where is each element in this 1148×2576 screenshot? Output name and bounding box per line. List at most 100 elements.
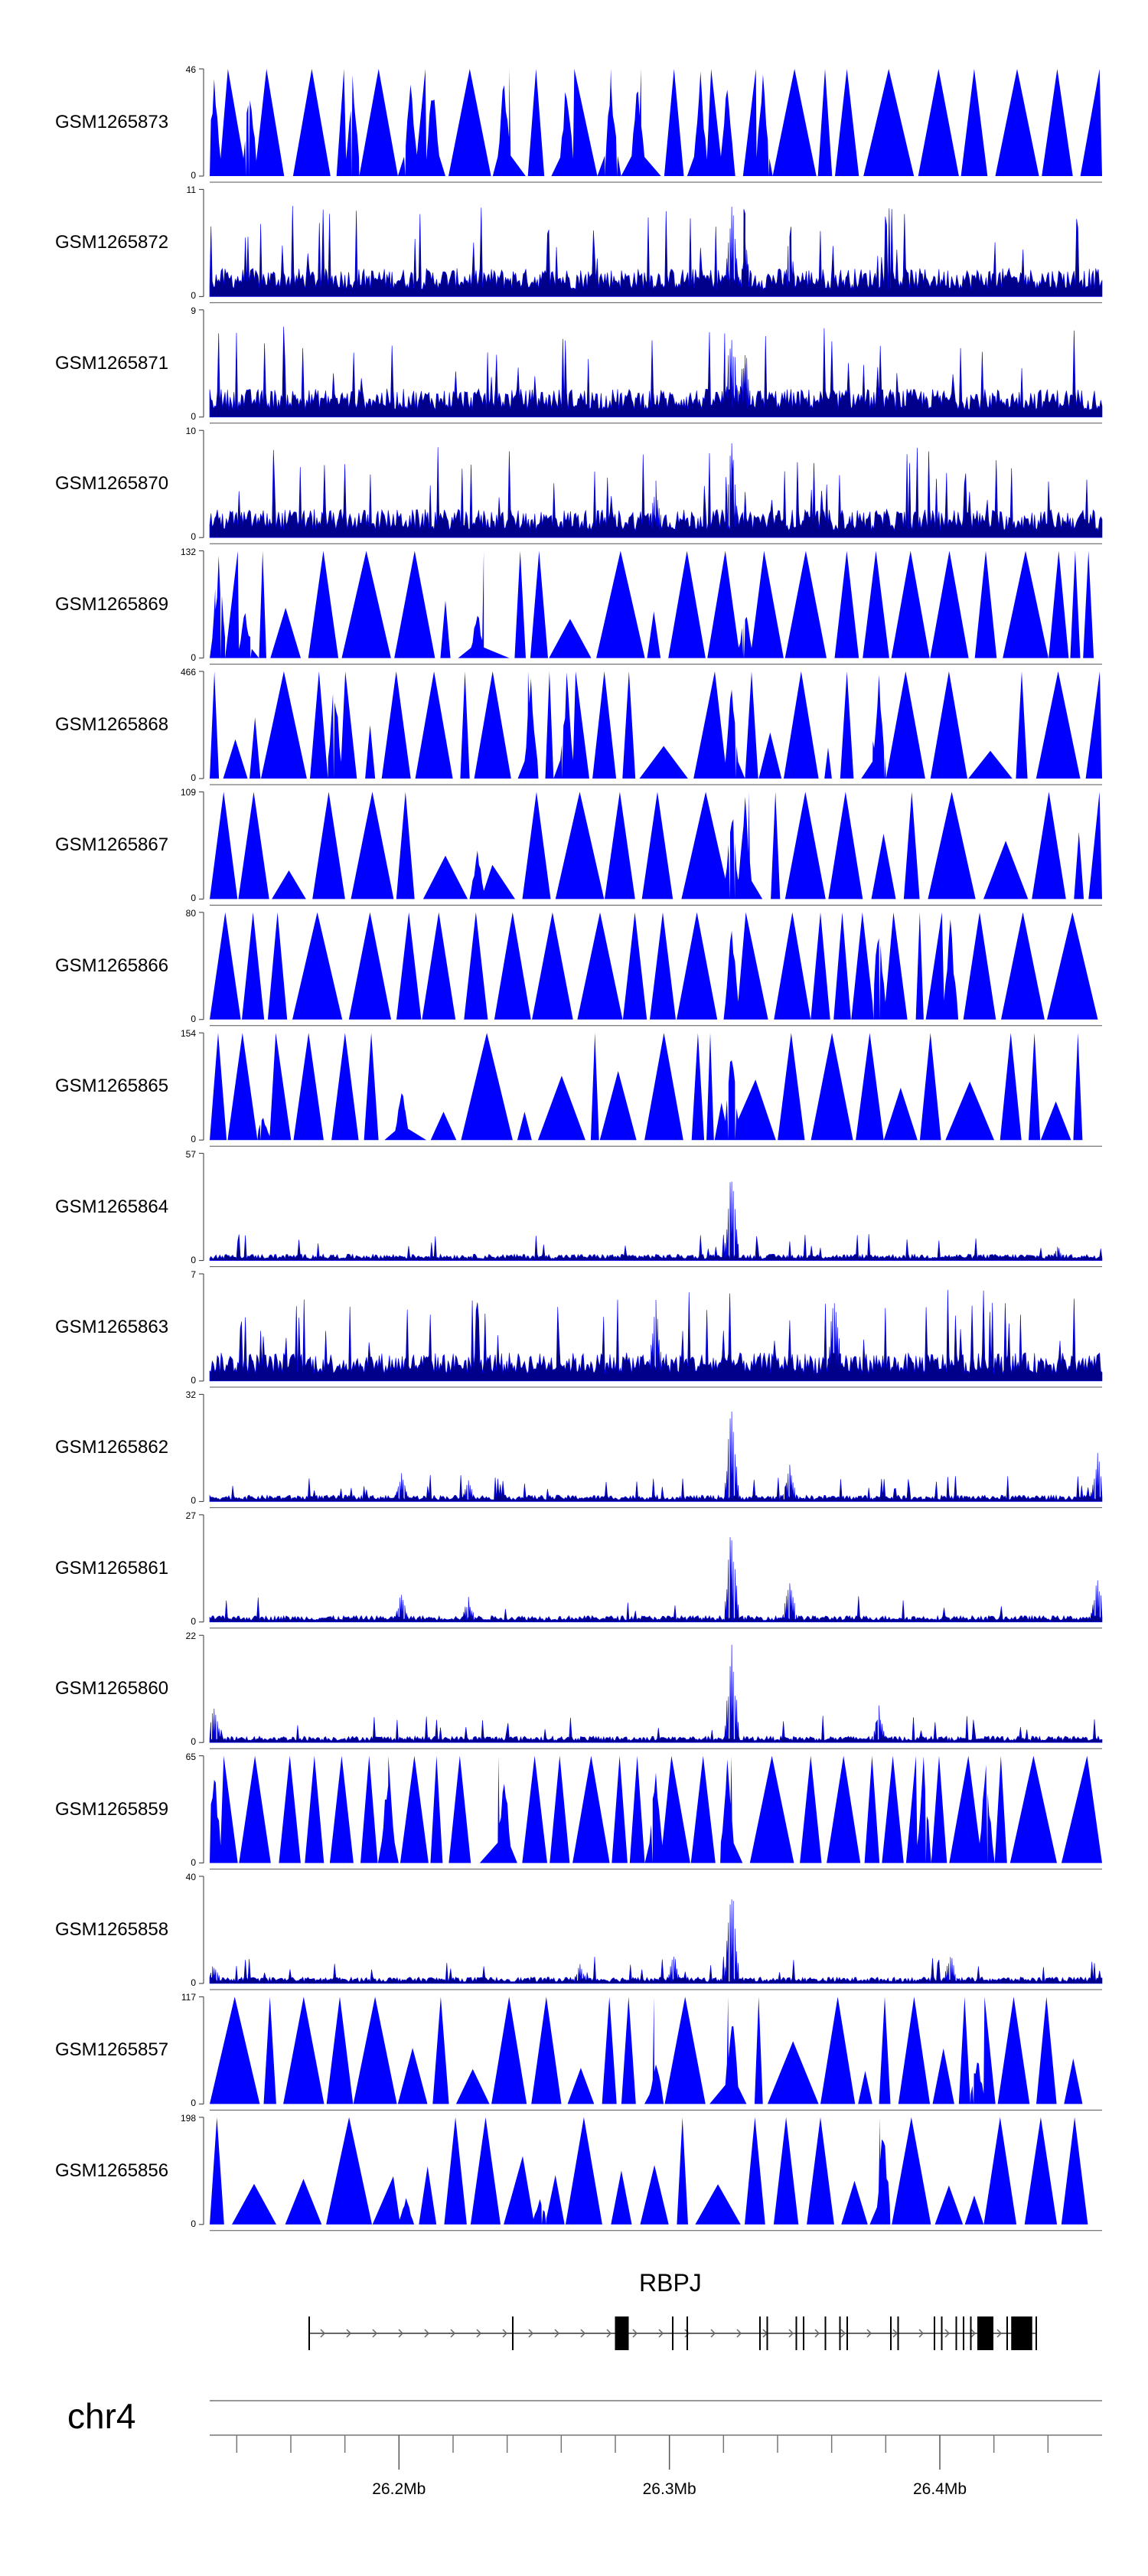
y-tick-min: 0 bbox=[191, 170, 196, 181]
coverage-area bbox=[209, 442, 1103, 538]
track-label: GSM1265864 bbox=[55, 1196, 169, 1217]
y-tick-max: 80 bbox=[185, 907, 196, 919]
y-tick-min: 0 bbox=[191, 1013, 196, 1024]
track-GSM1265869 bbox=[199, 550, 1119, 665]
coverage-area bbox=[210, 792, 1102, 899]
track-GSM1265873 bbox=[199, 68, 1102, 183]
genome-axis bbox=[210, 2400, 1102, 2470]
y-tick-max: 154 bbox=[180, 1028, 196, 1040]
strand-arrow bbox=[970, 2329, 977, 2338]
track-label: GSM1265868 bbox=[55, 714, 169, 735]
track-label: GSM1265858 bbox=[55, 1919, 169, 1940]
gene-exon bbox=[795, 2316, 797, 2350]
strand-arrow bbox=[398, 2329, 404, 2338]
axis-tick-label: 26.4Mb bbox=[912, 2480, 967, 2498]
y-tick-min: 0 bbox=[191, 290, 196, 302]
chromosome-label: chr4 bbox=[67, 2396, 136, 2436]
coverage-area bbox=[210, 671, 1102, 779]
y-tick-max: 109 bbox=[180, 787, 196, 798]
strand-arrow bbox=[424, 2329, 430, 2338]
track-label: GSM1265857 bbox=[55, 2039, 169, 2061]
strand-arrow bbox=[736, 2329, 742, 2338]
gene-exon bbox=[846, 2316, 848, 2350]
track-GSM1265870 bbox=[199, 429, 1103, 544]
gene-exon-thick bbox=[615, 2316, 629, 2350]
coverage-area bbox=[209, 1644, 1103, 1743]
track-label: GSM1265867 bbox=[55, 834, 169, 856]
coverage-area bbox=[209, 1899, 1103, 1984]
y-tick-min: 0 bbox=[191, 1856, 196, 1868]
gene-exon bbox=[890, 2316, 892, 2350]
gene-exon bbox=[824, 2316, 827, 2350]
y-tick-min: 0 bbox=[191, 1977, 196, 1988]
gene-exon bbox=[977, 2316, 979, 2350]
track-label: GSM1265861 bbox=[55, 1557, 169, 1579]
strand-arrow bbox=[320, 2329, 326, 2338]
strand-arrow bbox=[372, 2329, 378, 2338]
track-GSM1265859 bbox=[199, 1755, 1102, 1870]
y-tick-min: 0 bbox=[191, 1254, 196, 1265]
y-tick-max: 32 bbox=[185, 1389, 196, 1401]
y-tick-max: 11 bbox=[186, 184, 196, 196]
coverage-area bbox=[209, 205, 1103, 297]
y-tick-min: 0 bbox=[191, 2098, 196, 2109]
strand-arrow bbox=[710, 2329, 716, 2338]
y-tick-max: 40 bbox=[185, 1872, 196, 1882]
axis-tick-label: 26.2Mb bbox=[372, 2480, 426, 2498]
strand-arrow bbox=[528, 2329, 534, 2338]
y-tick-max: 9 bbox=[191, 305, 196, 316]
y-tick-max: 46 bbox=[185, 64, 196, 75]
gene-model bbox=[308, 2316, 1037, 2350]
gene-name-label: RBPJ bbox=[639, 2269, 702, 2297]
gene-exon bbox=[759, 2316, 761, 2350]
strand-arrow bbox=[606, 2329, 612, 2338]
gene-exon bbox=[897, 2316, 899, 2350]
strand-arrow bbox=[944, 2329, 951, 2338]
track-label: GSM1265856 bbox=[55, 2160, 169, 2181]
track-GSM1265863 bbox=[199, 1273, 1103, 1388]
strand-arrow bbox=[632, 2329, 638, 2338]
strand-arrow bbox=[684, 2329, 690, 2338]
coverage-area bbox=[210, 912, 1107, 1020]
coverage-area bbox=[210, 69, 1102, 176]
y-tick-min: 0 bbox=[191, 531, 196, 543]
strand-arrow bbox=[554, 2329, 560, 2338]
track-GSM1265860 bbox=[199, 1634, 1103, 1749]
y-tick-min: 0 bbox=[191, 1134, 196, 1145]
coverage-area bbox=[209, 1411, 1103, 1502]
track-GSM1265862 bbox=[199, 1393, 1103, 1508]
track-label: GSM1265862 bbox=[55, 1437, 169, 1458]
track-label: GSM1265869 bbox=[55, 593, 169, 615]
coverage-area bbox=[209, 1289, 1103, 1382]
gene-exon-thick bbox=[1018, 2316, 1032, 2350]
y-tick-min: 0 bbox=[191, 1615, 196, 1627]
gene-exon bbox=[1035, 2316, 1037, 2350]
strand-arrow bbox=[996, 2329, 1003, 2338]
track-GSM1265858 bbox=[199, 1876, 1103, 1990]
coverage-area bbox=[210, 1033, 1110, 1141]
gene-exon bbox=[672, 2316, 673, 2350]
strand-arrow bbox=[918, 2329, 925, 2338]
coverage-area bbox=[210, 1996, 1104, 2104]
y-tick-max: 22 bbox=[185, 1631, 196, 1642]
y-tick-max: 65 bbox=[185, 1751, 196, 1762]
gene-exon bbox=[803, 2316, 804, 2350]
track-GSM1265867 bbox=[199, 791, 1102, 906]
gene-exon bbox=[687, 2316, 688, 2350]
strand-arrow bbox=[502, 2329, 508, 2338]
coverage-area bbox=[210, 550, 1119, 658]
y-tick-max: 27 bbox=[185, 1510, 196, 1521]
track-GSM1265868 bbox=[199, 671, 1102, 785]
coverage-area bbox=[209, 326, 1103, 418]
y-tick-max: 198 bbox=[180, 2112, 196, 2124]
y-tick-min: 0 bbox=[191, 1375, 196, 1386]
strand-arrow bbox=[892, 2329, 899, 2338]
strand-arrow bbox=[814, 2329, 820, 2338]
y-tick-max: 57 bbox=[185, 1148, 196, 1160]
y-tick-min: 0 bbox=[191, 2218, 196, 2229]
strand-arrow bbox=[580, 2329, 586, 2338]
y-tick-min: 0 bbox=[191, 772, 196, 783]
y-tick-max: 7 bbox=[191, 1269, 196, 1280]
gene-exon bbox=[766, 2316, 768, 2350]
